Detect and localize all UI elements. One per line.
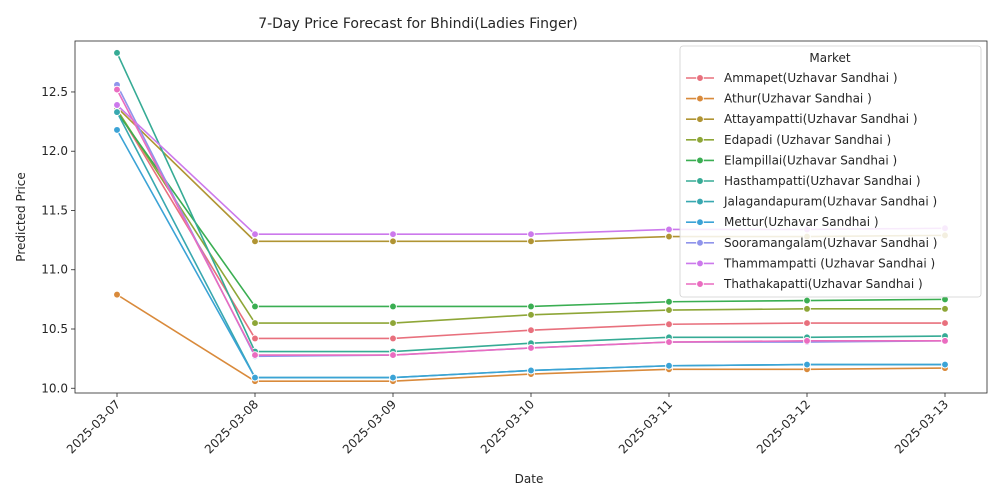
- data-point: [113, 85, 121, 94]
- legend-entry: Jalagandapuram(Uzhavar Sandhai ): [723, 195, 937, 209]
- legend-swatch-marker: [696, 115, 704, 124]
- data-point: [251, 237, 259, 246]
- data-point: [251, 230, 259, 239]
- data-point: [251, 302, 259, 311]
- data-point: [527, 366, 535, 375]
- data-point: [389, 319, 397, 327]
- legend-entry: Edapadi (Uzhavar Sandhai ): [724, 133, 891, 147]
- data-point: [113, 108, 121, 116]
- data-point: [665, 361, 673, 370]
- legend-title: Market: [809, 51, 851, 65]
- legend-entry: Thathakapatti(Uzhavar Sandhai ): [723, 277, 923, 291]
- data-point: [665, 338, 673, 346]
- data-point: [389, 302, 397, 311]
- legend-swatch-marker: [696, 197, 704, 206]
- legend-swatch-marker: [696, 135, 704, 144]
- legend-entry: Hasthampatti(Uzhavar Sandhai ): [724, 174, 921, 188]
- data-point: [527, 237, 535, 246]
- data-point: [113, 49, 121, 57]
- data-point: [251, 319, 259, 327]
- legend-box: [679, 45, 982, 298]
- legend-entry: Sooramangalam(Uzhavar Sandhai ): [724, 236, 938, 250]
- data-point: [527, 230, 535, 239]
- y-tick-label: 10.5: [41, 322, 68, 336]
- data-point: [665, 306, 673, 314]
- legend-entry: Elampillai(Uzhavar Sandhai ): [724, 153, 897, 167]
- data-point: [665, 320, 673, 329]
- y-tick-label: 11.0: [41, 263, 68, 277]
- y-tick-label: 12.0: [41, 144, 68, 158]
- legend-entry: Ammapet(Uzhavar Sandhai ): [724, 71, 898, 85]
- data-point: [527, 326, 535, 335]
- data-point: [527, 310, 535, 319]
- data-point: [665, 225, 673, 234]
- legend-swatch-marker: [696, 94, 704, 103]
- data-point: [941, 360, 949, 369]
- y-tick-label: 10.0: [41, 381, 68, 395]
- data-point: [941, 319, 949, 327]
- series-group: [113, 85, 949, 359]
- legend-swatch-marker: [696, 156, 704, 165]
- y-tick-label: 11.5: [41, 203, 68, 217]
- legend-swatch-marker: [696, 238, 704, 247]
- data-point: [251, 334, 259, 343]
- data-point: [113, 101, 121, 109]
- x-axis-label: Date: [515, 472, 544, 486]
- data-point: [389, 237, 397, 246]
- legend-swatch-marker: [696, 280, 704, 288]
- data-point: [113, 126, 121, 134]
- plot-area: [113, 49, 949, 385]
- data-point: [389, 230, 397, 239]
- legend-swatch-marker: [696, 218, 704, 227]
- legend-entry: Mettur(Uzhavar Sandhai ): [724, 215, 879, 229]
- y-axis: 10.0 10.5 11.0 11.5 12.0 12.5: [41, 85, 75, 395]
- y-tick-label: 12.5: [41, 85, 68, 99]
- legend-swatch-marker: [696, 259, 704, 268]
- legend-items: Ammapet(Uzhavar Sandhai ) Athur(Uzhavar S…: [686, 71, 938, 291]
- chart-title: 7-Day Price Forecast for Bhindi(Ladies F…: [258, 16, 578, 32]
- data-point: [803, 360, 811, 369]
- data-point: [803, 296, 811, 305]
- data-point: [527, 344, 535, 352]
- legend-swatch-marker: [696, 74, 704, 82]
- data-point: [803, 337, 811, 345]
- legend-entry: Attayampatti(Uzhavar Sandhai ): [724, 112, 918, 126]
- data-point: [251, 373, 259, 382]
- series-group: [113, 126, 949, 382]
- data-point: [389, 373, 397, 382]
- legend-swatch-marker: [696, 177, 704, 185]
- data-point: [251, 351, 259, 359]
- data-point: [389, 351, 397, 359]
- data-point: [665, 232, 673, 241]
- data-point: [527, 302, 535, 311]
- legend: Market Ammapet(Uzhavar Sandhai ) Athur(Uz…: [679, 45, 982, 298]
- legend-entry: Athur(Uzhavar Sandhai ): [724, 92, 872, 106]
- data-point: [389, 334, 397, 343]
- legend-entry: Thammampatti (Uzhavar Sandhai ): [723, 256, 935, 270]
- data-point: [113, 290, 121, 299]
- data-point: [665, 297, 673, 306]
- y-axis-label: Predicted Price: [14, 172, 28, 261]
- data-point: [941, 305, 949, 313]
- data-point: [803, 305, 811, 313]
- data-point: [941, 337, 949, 345]
- data-point: [803, 319, 811, 327]
